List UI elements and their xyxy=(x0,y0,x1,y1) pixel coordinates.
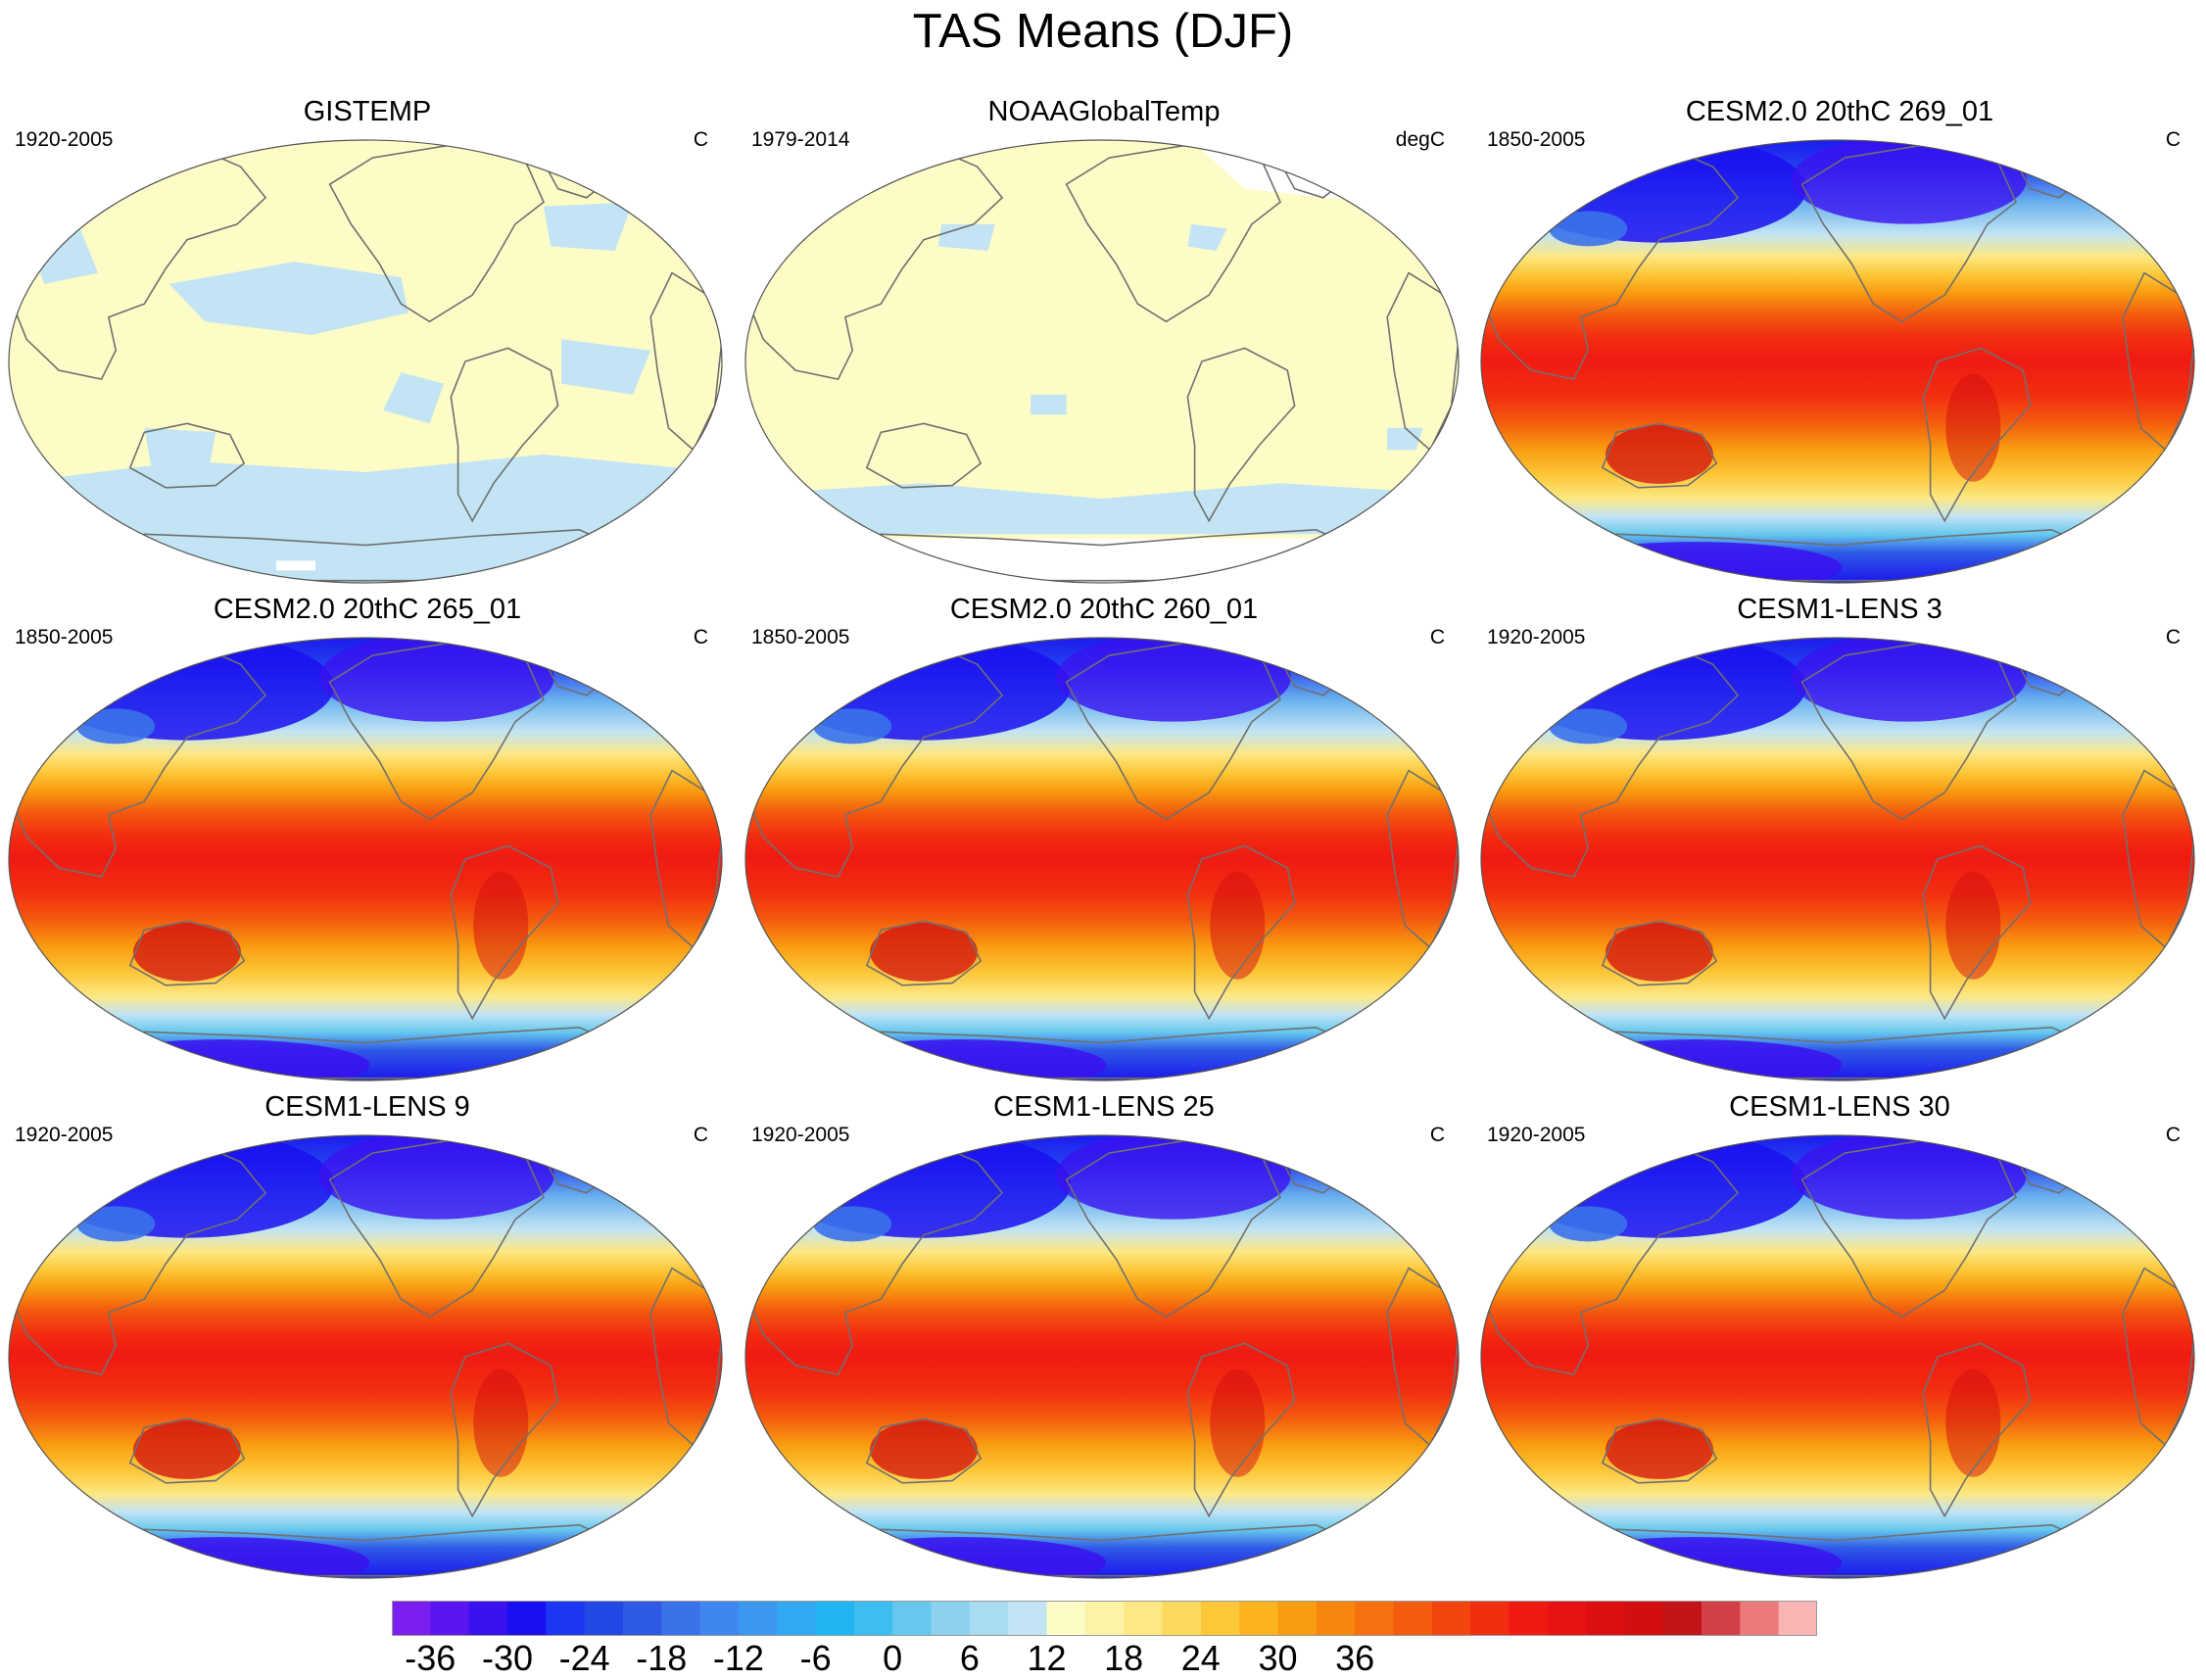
panel-period: 1920-2005 xyxy=(15,1124,114,1146)
colorbar-swatch xyxy=(1702,1601,1741,1636)
map-panel: CESM2.0 20thC 269_01 1850-2005 C xyxy=(1477,94,2202,584)
map-plot xyxy=(8,139,723,584)
panel-title: NOAAGlobalTemp xyxy=(987,96,1221,127)
colorbar-swatch xyxy=(1355,1601,1394,1636)
colorbar-tick-label: 12 xyxy=(1027,1638,1067,1678)
colorbar-swatch xyxy=(777,1601,817,1636)
panel-period: 1920-2005 xyxy=(15,128,114,151)
colorbar-swatch xyxy=(1778,1601,1817,1636)
colorbar-tick-label: -24 xyxy=(558,1638,610,1678)
panel-units: C xyxy=(1429,626,1445,648)
map-panel: CESM1-LENS 9 1920-2005 C xyxy=(5,1089,730,1579)
colorbar-swatch xyxy=(1662,1601,1702,1636)
colorbar-swatch xyxy=(738,1601,778,1636)
colorbar-swatch xyxy=(584,1601,624,1636)
panel-units: C xyxy=(1429,1124,1445,1146)
panel-period: 1850-2005 xyxy=(1487,128,1586,151)
colorbar-swatch xyxy=(1239,1601,1278,1636)
colorbar-swatch xyxy=(1008,1601,1048,1636)
panel-period: 1979-2014 xyxy=(751,128,850,151)
colorbar-swatches xyxy=(392,1601,1817,1636)
panel-period: 1920-2005 xyxy=(751,1124,850,1146)
panel-period: 1920-2005 xyxy=(1487,626,1586,648)
figure-title: TAS Means (DJF) xyxy=(912,5,1294,58)
colorbar-tick-label: 36 xyxy=(1335,1638,1375,1678)
panel-period: 1850-2005 xyxy=(15,626,114,648)
colorbar-swatch xyxy=(506,1601,547,1636)
panel-units: C xyxy=(2165,1124,2181,1146)
colorbar-swatch xyxy=(661,1601,701,1636)
colorbar-swatch xyxy=(1547,1601,1587,1636)
colorbar-swatch xyxy=(1084,1601,1125,1636)
colorbar-swatch xyxy=(1509,1601,1549,1636)
map-plot xyxy=(744,637,1460,1081)
colorbar-swatch xyxy=(1162,1601,1202,1636)
colorbar-swatch xyxy=(931,1601,971,1636)
colorbar-swatch xyxy=(1470,1601,1510,1636)
panel-title: CESM1-LENS 25 xyxy=(993,1091,1215,1123)
panel-title: CESM2.0 20thC 265_01 xyxy=(213,594,522,625)
map-panel: CESM2.0 20thC 265_01 1850-2005 C xyxy=(5,592,730,1081)
colorbar-tick-label: -36 xyxy=(405,1638,456,1678)
panel-units: C xyxy=(693,128,708,151)
colorbar-tick-label: -30 xyxy=(481,1638,534,1678)
map-plot xyxy=(1480,1134,2195,1579)
map-plot xyxy=(8,637,723,1081)
colorbar xyxy=(392,1601,1817,1636)
panel-units: C xyxy=(2165,128,2181,151)
panel-period: 1920-2005 xyxy=(1487,1124,1586,1146)
colorbar-swatch xyxy=(1046,1601,1086,1636)
colorbar-swatch xyxy=(1393,1601,1433,1636)
colorbar-tick-label: 6 xyxy=(959,1638,980,1678)
colorbar-swatch xyxy=(1431,1601,1471,1636)
colorbar-swatch xyxy=(1740,1601,1780,1636)
colorbar-tick-label: 18 xyxy=(1104,1638,1144,1678)
map-plot xyxy=(1480,637,2195,1081)
map-panel: GISTEMP 1920-2005 C xyxy=(5,94,730,584)
colorbar-swatch xyxy=(430,1601,470,1636)
colorbar-swatch xyxy=(969,1601,1009,1636)
colorbar-swatch xyxy=(1624,1601,1664,1636)
panel-title: GISTEMP xyxy=(303,96,432,127)
map-plot xyxy=(1480,139,2195,584)
map-plot xyxy=(8,1134,723,1579)
colorbar-tick-label: 24 xyxy=(1180,1638,1221,1678)
colorbar-tick-label: -6 xyxy=(799,1638,832,1678)
map-panel: CESM1-LENS 3 1920-2005 C xyxy=(1477,592,2202,1081)
colorbar-swatch xyxy=(892,1601,933,1636)
colorbar-swatch xyxy=(1586,1601,1625,1636)
colorbar-swatch xyxy=(1277,1601,1318,1636)
colorbar-tick-label: 30 xyxy=(1258,1638,1298,1678)
map-panel: NOAAGlobalTemp 1979-2014 degC xyxy=(742,94,1466,584)
panel-title: CESM2.0 20thC 269_01 xyxy=(1685,96,1994,127)
colorbar-swatch xyxy=(1124,1601,1163,1636)
panel-title: CESM1-LENS 3 xyxy=(1737,594,1942,625)
panel-units: C xyxy=(693,626,708,648)
panel-title: CESM1-LENS 9 xyxy=(264,1091,470,1123)
colorbar-tick-label: -18 xyxy=(636,1638,688,1678)
colorbar-swatch xyxy=(853,1601,893,1636)
colorbar-swatch xyxy=(622,1601,662,1636)
map-plot xyxy=(744,1134,1460,1579)
colorbar-swatch xyxy=(1316,1601,1356,1636)
panel-units: degC xyxy=(1395,128,1445,151)
panel-period: 1850-2005 xyxy=(751,626,850,648)
colorbar-swatch xyxy=(1200,1601,1240,1636)
colorbar-swatch xyxy=(546,1601,586,1636)
map-panel: CESM1-LENS 30 1920-2005 C xyxy=(1477,1089,2202,1579)
panel-units: C xyxy=(693,1124,708,1146)
map-plot xyxy=(744,139,1460,584)
colorbar-tick-label: -12 xyxy=(712,1638,764,1678)
colorbar-swatch xyxy=(699,1601,740,1636)
colorbar-swatch xyxy=(468,1601,508,1636)
colorbar-swatch xyxy=(392,1601,431,1636)
map-panel: CESM2.0 20thC 260_01 1850-2005 C xyxy=(742,592,1466,1081)
colorbar-tick-label: 0 xyxy=(883,1638,903,1678)
panel-title: CESM2.0 20thC 260_01 xyxy=(949,594,1259,625)
colorbar-swatch xyxy=(815,1601,855,1636)
panel-title: CESM1-LENS 30 xyxy=(1729,1091,1950,1123)
panel-units: C xyxy=(2165,626,2181,648)
map-panel: CESM1-LENS 25 1920-2005 C xyxy=(742,1089,1466,1579)
